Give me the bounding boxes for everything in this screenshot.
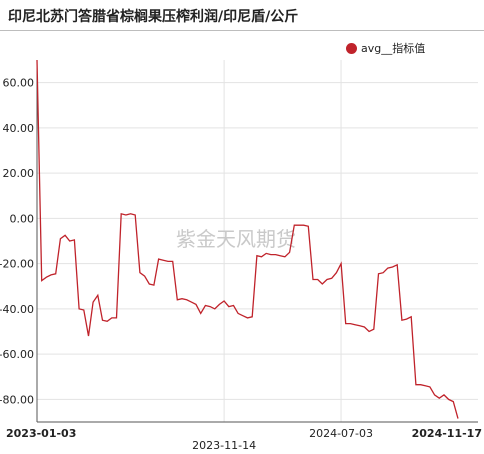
- y-tick-label: -80.00: [0, 393, 34, 406]
- legend[interactable]: avg__指标值: [346, 40, 425, 56]
- watermark: 紫金天风期货: [176, 227, 296, 251]
- legend-swatch: [346, 42, 357, 54]
- y-tick-label: 40.00: [3, 122, 35, 135]
- x-tick-label: 2023-11-14: [192, 439, 256, 452]
- y-tick-label: 0.00: [10, 212, 35, 225]
- chart-title: 印尼北苏门答腊省棕榈果压榨利润/印尼盾/公斤: [8, 9, 299, 25]
- y-tick-label: 60.00: [3, 77, 35, 90]
- y-tick-label: -20.00: [0, 258, 34, 271]
- legend-label: avg__指标值: [361, 42, 426, 55]
- title-divider: [0, 30, 484, 31]
- x-axis-ticks: 2023-01-03 2023-11-14 2024-07-03 2024-11-17: [6, 427, 482, 452]
- x-tick-label: 2024-11-17: [412, 427, 482, 440]
- y-tick-label: 20.00: [3, 167, 35, 180]
- y-axis-ticks: 60.00 40.00 20.00 0.00 -20.00 -40.00 -60.00 -80…: [0, 77, 34, 407]
- y-tick-label: -60.00: [0, 348, 34, 361]
- series-line-avg: [36, 59, 459, 419]
- x-tick-label: 2024-07-03: [309, 427, 373, 440]
- x-tick-label: 2023-01-03: [6, 427, 76, 440]
- y-tick-label: -40.00: [0, 303, 34, 316]
